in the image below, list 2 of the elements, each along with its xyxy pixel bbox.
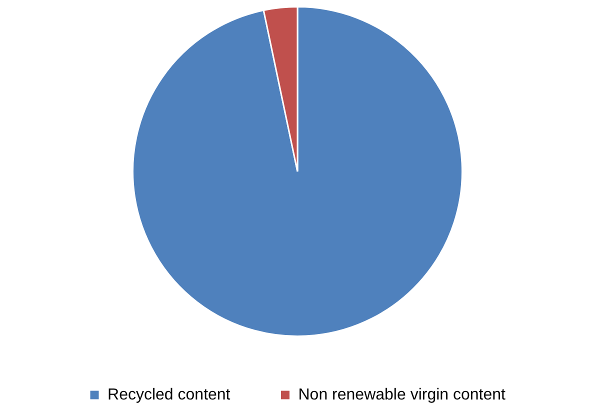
legend-label: Non renewable virgin content	[298, 386, 506, 404]
legend-label: Recycled content	[108, 386, 231, 404]
